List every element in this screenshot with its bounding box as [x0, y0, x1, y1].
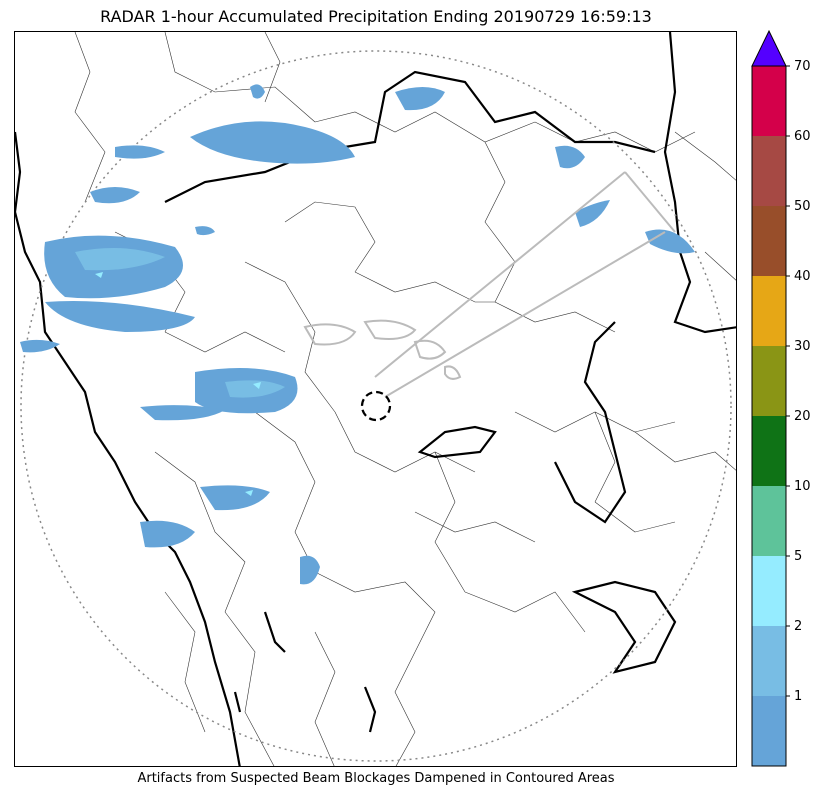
colorbar-segment: [752, 696, 786, 766]
radar-map: [14, 31, 737, 767]
colorbar-extend-arrow: [751, 29, 787, 67]
colorbar-segment: [752, 136, 786, 206]
precip-cell-light: [140, 520, 195, 548]
precip-cell-light: [140, 405, 225, 421]
beam-blockage-contours: [303, 171, 676, 398]
precip-cell-medium: [225, 380, 285, 398]
colorbar-tick-label: 10: [794, 479, 811, 494]
colorbar: 1 2 5 10 20 30 40 50 60 70: [751, 29, 811, 771]
precip-cell-light: [645, 229, 695, 254]
colorbar-tick-label: 60: [794, 129, 811, 144]
colorbar-tick-label: 20: [794, 409, 811, 424]
radar-range-ring: [20, 50, 732, 762]
precip-cell-light: [90, 187, 140, 204]
precip-cell-light: [250, 84, 265, 99]
precip-cell-light: [395, 87, 445, 111]
colorbar-segment: [752, 66, 786, 136]
colorbar-segment: [752, 276, 786, 346]
precip-cell-heavy: [253, 382, 261, 389]
map-title: RADAR 1-hour Accumulated Precipitation E…: [100, 7, 652, 26]
state-boundaries: [15, 32, 736, 766]
map-footer-note: Artifacts from Suspected Beam Blockages …: [137, 771, 615, 786]
colorbar-tick-label: 70: [794, 59, 811, 74]
colorbar-tick-label: 50: [794, 199, 811, 214]
district-boundaries: [74, 32, 736, 766]
colorbar-tick-label: 1: [794, 689, 802, 704]
colorbar-graphic: 1 2 5 10 20 30 40 50 60 70: [751, 29, 811, 767]
precip-cell-light: [20, 339, 60, 353]
colorbar-segment: [752, 556, 786, 626]
precip-cell-light: [45, 301, 195, 332]
colorbar-segment: [752, 346, 786, 416]
colorbar-tick-label: 30: [794, 339, 811, 354]
map-canvas: [15, 32, 736, 766]
precip-cell-heavy: [95, 272, 103, 278]
colorbar-tick-label: 2: [794, 619, 802, 634]
precip-cell-light: [195, 226, 215, 236]
colorbar-tick-label: 40: [794, 269, 811, 284]
colorbar-segment: [752, 416, 786, 486]
colorbar-segment: [752, 206, 786, 276]
precip-cell-heavy: [245, 490, 253, 496]
radar-site-marker: [360, 390, 392, 422]
precip-cell-light: [200, 485, 270, 511]
colorbar-segment: [752, 486, 786, 556]
precip-cell-light: [190, 121, 355, 164]
precip-cell-light: [115, 145, 165, 159]
precip-cell-light: [300, 555, 320, 585]
colorbar-segment: [752, 626, 786, 696]
precip-cell-medium: [75, 248, 165, 271]
colorbar-tick-label: 5: [794, 549, 802, 564]
precip-cell-light: [555, 145, 585, 169]
precip-cell-light: [575, 200, 610, 227]
